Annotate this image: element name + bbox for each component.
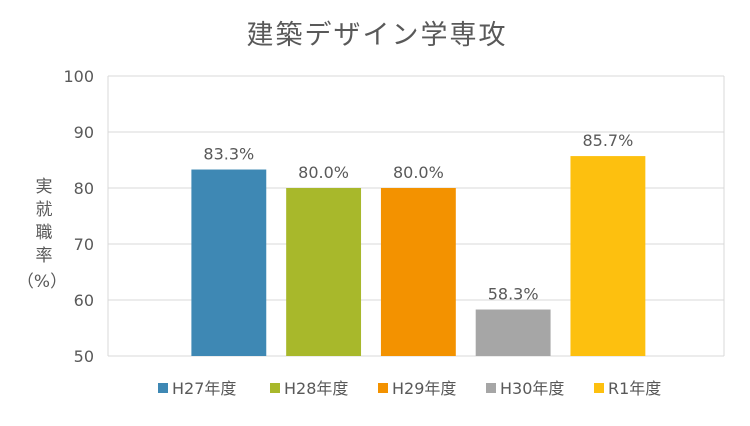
legend-label: H28年度: [284, 379, 348, 398]
bar: [570, 156, 646, 356]
data-label: 83.3%: [203, 145, 254, 164]
y-tick-label: 60: [74, 291, 94, 310]
legend-swatch: [270, 383, 280, 393]
y-tick-label: 70: [74, 235, 94, 254]
y-axis-label: 実 就 職 率 （%）: [17, 177, 67, 292]
data-label: 80.0%: [393, 163, 444, 182]
y-tick-label: 80: [74, 179, 94, 198]
data-label: 85.7%: [582, 131, 633, 150]
bars: [191, 156, 646, 356]
legend-label: R1年度: [608, 379, 661, 398]
data-label: 80.0%: [298, 163, 349, 182]
y-tick-label: 50: [74, 347, 94, 366]
y-axis-label-char: 実: [36, 177, 53, 197]
bar: [380, 188, 456, 356]
y-axis-label-char: 就: [36, 200, 53, 220]
legend-label: H30年度: [500, 379, 564, 398]
legend-swatch: [158, 383, 168, 393]
y-axis-ticks: 50 60 70 80 90 100: [63, 67, 94, 366]
data-labels: 83.3% 80.0% 80.0% 58.3% 85.7%: [203, 131, 633, 303]
legend-label: H29年度: [392, 379, 456, 398]
data-label: 58.3%: [488, 285, 539, 304]
bar: [191, 169, 267, 356]
y-axis-label-unit: （%）: [17, 272, 67, 292]
bar: [475, 309, 551, 356]
bar: [286, 188, 362, 356]
y-axis-label-char: 職: [36, 223, 53, 243]
chart-title: 建築デザイン学専攻: [247, 20, 508, 51]
y-tick-label: 100: [63, 67, 94, 86]
legend-label: H27年度: [172, 379, 236, 398]
legend: H27年度 H28年度 H29年度 H30年度 R1年度: [158, 379, 661, 398]
legend-swatch: [378, 383, 388, 393]
legend-swatch: [486, 383, 496, 393]
legend-swatch: [594, 383, 604, 393]
y-axis-label-char: 率: [36, 246, 53, 266]
y-tick-label: 90: [74, 123, 94, 142]
